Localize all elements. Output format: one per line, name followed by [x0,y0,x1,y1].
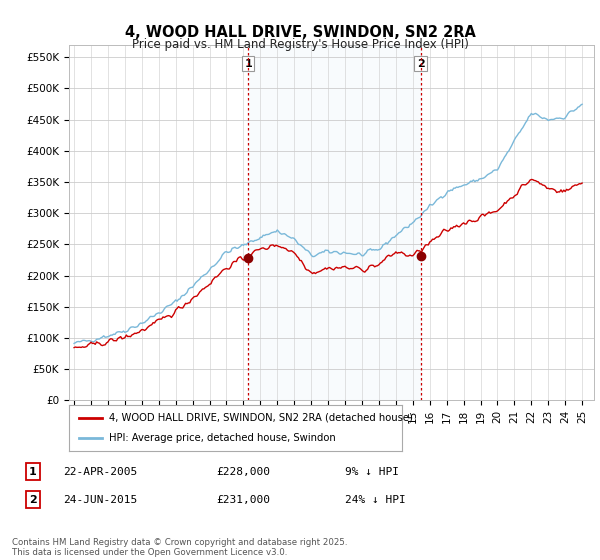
Text: 4, WOOD HALL DRIVE, SWINDON, SN2 2RA: 4, WOOD HALL DRIVE, SWINDON, SN2 2RA [125,25,475,40]
Text: 24-JUN-2015: 24-JUN-2015 [63,494,137,505]
Text: 2: 2 [416,58,424,68]
Bar [248,45,421,400]
Text: HPI: Average price, detached house, Swindon: HPI: Average price, detached house, Swin… [109,433,336,444]
Text: 1: 1 [29,466,37,477]
Text: Contains HM Land Registry data © Crown copyright and database right 2025.
This d: Contains HM Land Registry data © Crown c… [12,538,347,557]
Text: £228,000: £228,000 [216,466,270,477]
Text: 4, WOOD HALL DRIVE, SWINDON, SN2 2RA (detached house): 4, WOOD HALL DRIVE, SWINDON, SN2 2RA (de… [109,413,413,423]
Text: 9% ↓ HPI: 9% ↓ HPI [345,466,399,477]
Text: Price paid vs. HM Land Registry's House Price Index (HPI): Price paid vs. HM Land Registry's House … [131,38,469,51]
Text: 1: 1 [245,58,252,68]
Text: £231,000: £231,000 [216,494,270,505]
Text: 2: 2 [29,494,37,505]
Text: 24% ↓ HPI: 24% ↓ HPI [345,494,406,505]
Text: 22-APR-2005: 22-APR-2005 [63,466,137,477]
